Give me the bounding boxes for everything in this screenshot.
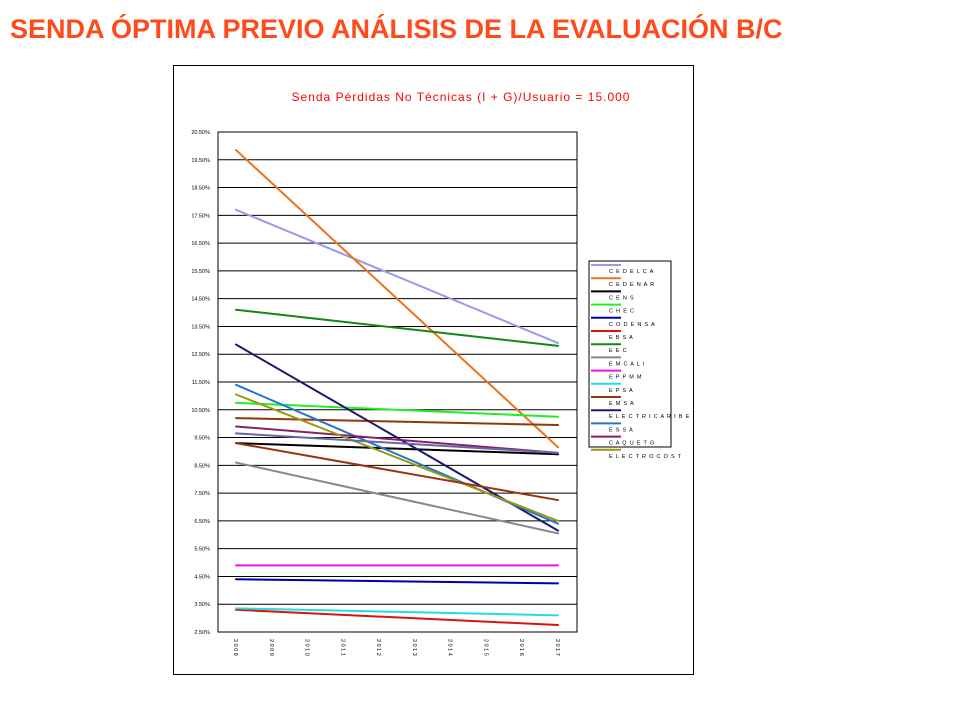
legend-label: E S S A <box>609 427 634 433</box>
y-tick-label: 17.50% <box>191 213 210 219</box>
y-tick-label: 18.50% <box>191 186 210 192</box>
series-line-extra <box>235 432 559 454</box>
series-line-cedelca <box>235 208 559 345</box>
y-tick-label: 19.50% <box>191 158 210 164</box>
series-line-electrocosta <box>235 393 559 522</box>
y-tick-label: 5.50% <box>194 547 210 553</box>
y-tick-label: 2.50% <box>194 630 210 636</box>
y-tick-label: 15.50% <box>191 269 210 275</box>
x-tick-label: 2 0 1 3 <box>411 639 417 656</box>
slide-title: SENDA ÓPTIMA PREVIO ANÁLISIS DE LA EVALU… <box>10 14 783 44</box>
series-line-caqueta <box>235 425 559 454</box>
y-tick-label: 13.50% <box>191 324 210 330</box>
x-tick-label: 2 0 1 6 <box>518 639 524 656</box>
legend-label: C O D E N S A <box>609 322 655 328</box>
legend-label: E P P M M <box>609 375 642 381</box>
y-tick-label: 11.50% <box>192 380 210 386</box>
y-tick-label: 3.50% <box>194 602 210 608</box>
chart-title: Senda Pérdidas No Técnicas (I + G)/Usuar… <box>292 90 631 104</box>
y-tick-label: 9.50% <box>194 436 210 442</box>
legend-label: E M S A <box>609 401 634 407</box>
series-line-epsa <box>235 607 559 617</box>
legend-label: C E D E L C A <box>609 269 654 275</box>
y-tick-label: 4.50% <box>194 574 210 580</box>
x-tick-label: 2 0 1 7 <box>554 639 560 656</box>
line-chart: Senda Pérdidas No Técnicas (I + G)/Usuar… <box>191 90 690 656</box>
series-line-chec <box>235 401 559 418</box>
series-line-extra <box>235 442 559 502</box>
y-tick-label: 20.50% <box>191 130 210 136</box>
legend-label: E B S A <box>609 335 634 341</box>
y-tick-label: 14.50% <box>191 297 210 303</box>
y-tick-label: 6.50% <box>194 519 210 525</box>
series-line-cens <box>235 442 559 456</box>
x-tick-label: 2 0 1 0 <box>304 639 310 656</box>
legend-label: E E C <box>609 348 627 354</box>
x-tick-label: 2 0 1 2 <box>375 639 381 656</box>
y-tick-label: 10.50% <box>191 408 210 414</box>
series-line-emcali <box>235 461 559 535</box>
legend-label: E M C A L I <box>609 361 645 367</box>
x-tick-label: 2 0 1 5 <box>482 639 488 656</box>
chart-frame: Senda Pérdidas No Técnicas (I + G)/Usuar… <box>173 65 694 675</box>
x-tick-label: 2 0 0 9 <box>268 639 274 656</box>
legend-label: E L E C T R O C O S T <box>609 454 682 460</box>
x-tick-label: 2 0 1 1 <box>339 639 345 656</box>
x-tick-label: 2 0 0 8 <box>232 639 238 656</box>
series-line-cedenar <box>235 149 559 449</box>
legend-label: C E D E N A R <box>609 282 655 288</box>
y-tick-label: 7.50% <box>194 491 210 497</box>
series-line-eec <box>235 308 559 347</box>
series-line-ebsa <box>235 608 559 627</box>
legend-label: E P S A <box>609 388 633 394</box>
series-line-emsa <box>235 417 559 427</box>
y-tick-label: 12.50% <box>191 352 210 358</box>
x-tick-label: 2 0 1 4 <box>447 639 453 656</box>
y-tick-label: 8.50% <box>194 463 210 469</box>
series-line-codensa <box>235 578 559 585</box>
legend-label: E L E C T R I C A R I B E <box>609 414 690 420</box>
y-tick-label: 16.50% <box>191 241 210 247</box>
legend-label: C E N S <box>609 295 634 301</box>
legend-label: C H E C <box>609 309 635 315</box>
legend-label: C A Q U E T G <box>609 441 655 447</box>
